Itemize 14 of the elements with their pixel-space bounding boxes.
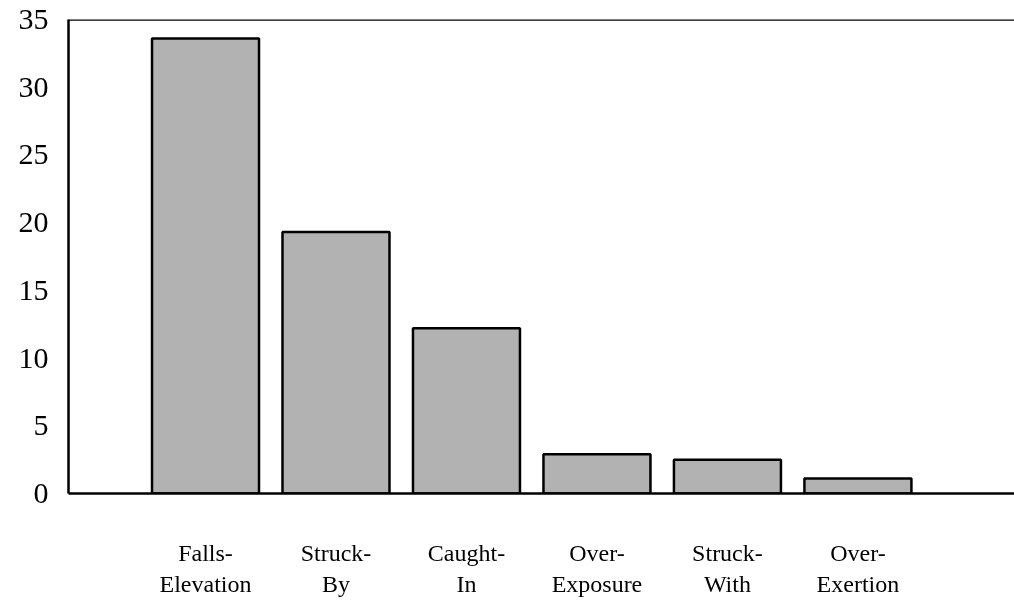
y-tick-label: 35 bbox=[18, 2, 49, 35]
y-tick-label: 25 bbox=[18, 137, 49, 171]
y-tick-label: 30 bbox=[18, 69, 49, 103]
y-tick-label: 5 bbox=[33, 408, 49, 442]
x-tick-label: Falls- Elevation bbox=[159, 539, 252, 597]
x-tick-label: Struck- By bbox=[300, 539, 372, 597]
x-tick-label: Struck- With bbox=[692, 539, 763, 597]
y-tick-label: 20 bbox=[18, 205, 49, 239]
x-tick-label: Caught- In bbox=[427, 539, 506, 597]
y-tick-label: 15 bbox=[18, 272, 49, 306]
x-tick-label: Over- Exposure bbox=[551, 539, 643, 597]
x-tick-label: Over- Exertion bbox=[816, 539, 900, 597]
y-tick-label: 0 bbox=[33, 476, 49, 509]
y-tick-label: 10 bbox=[18, 340, 49, 374]
